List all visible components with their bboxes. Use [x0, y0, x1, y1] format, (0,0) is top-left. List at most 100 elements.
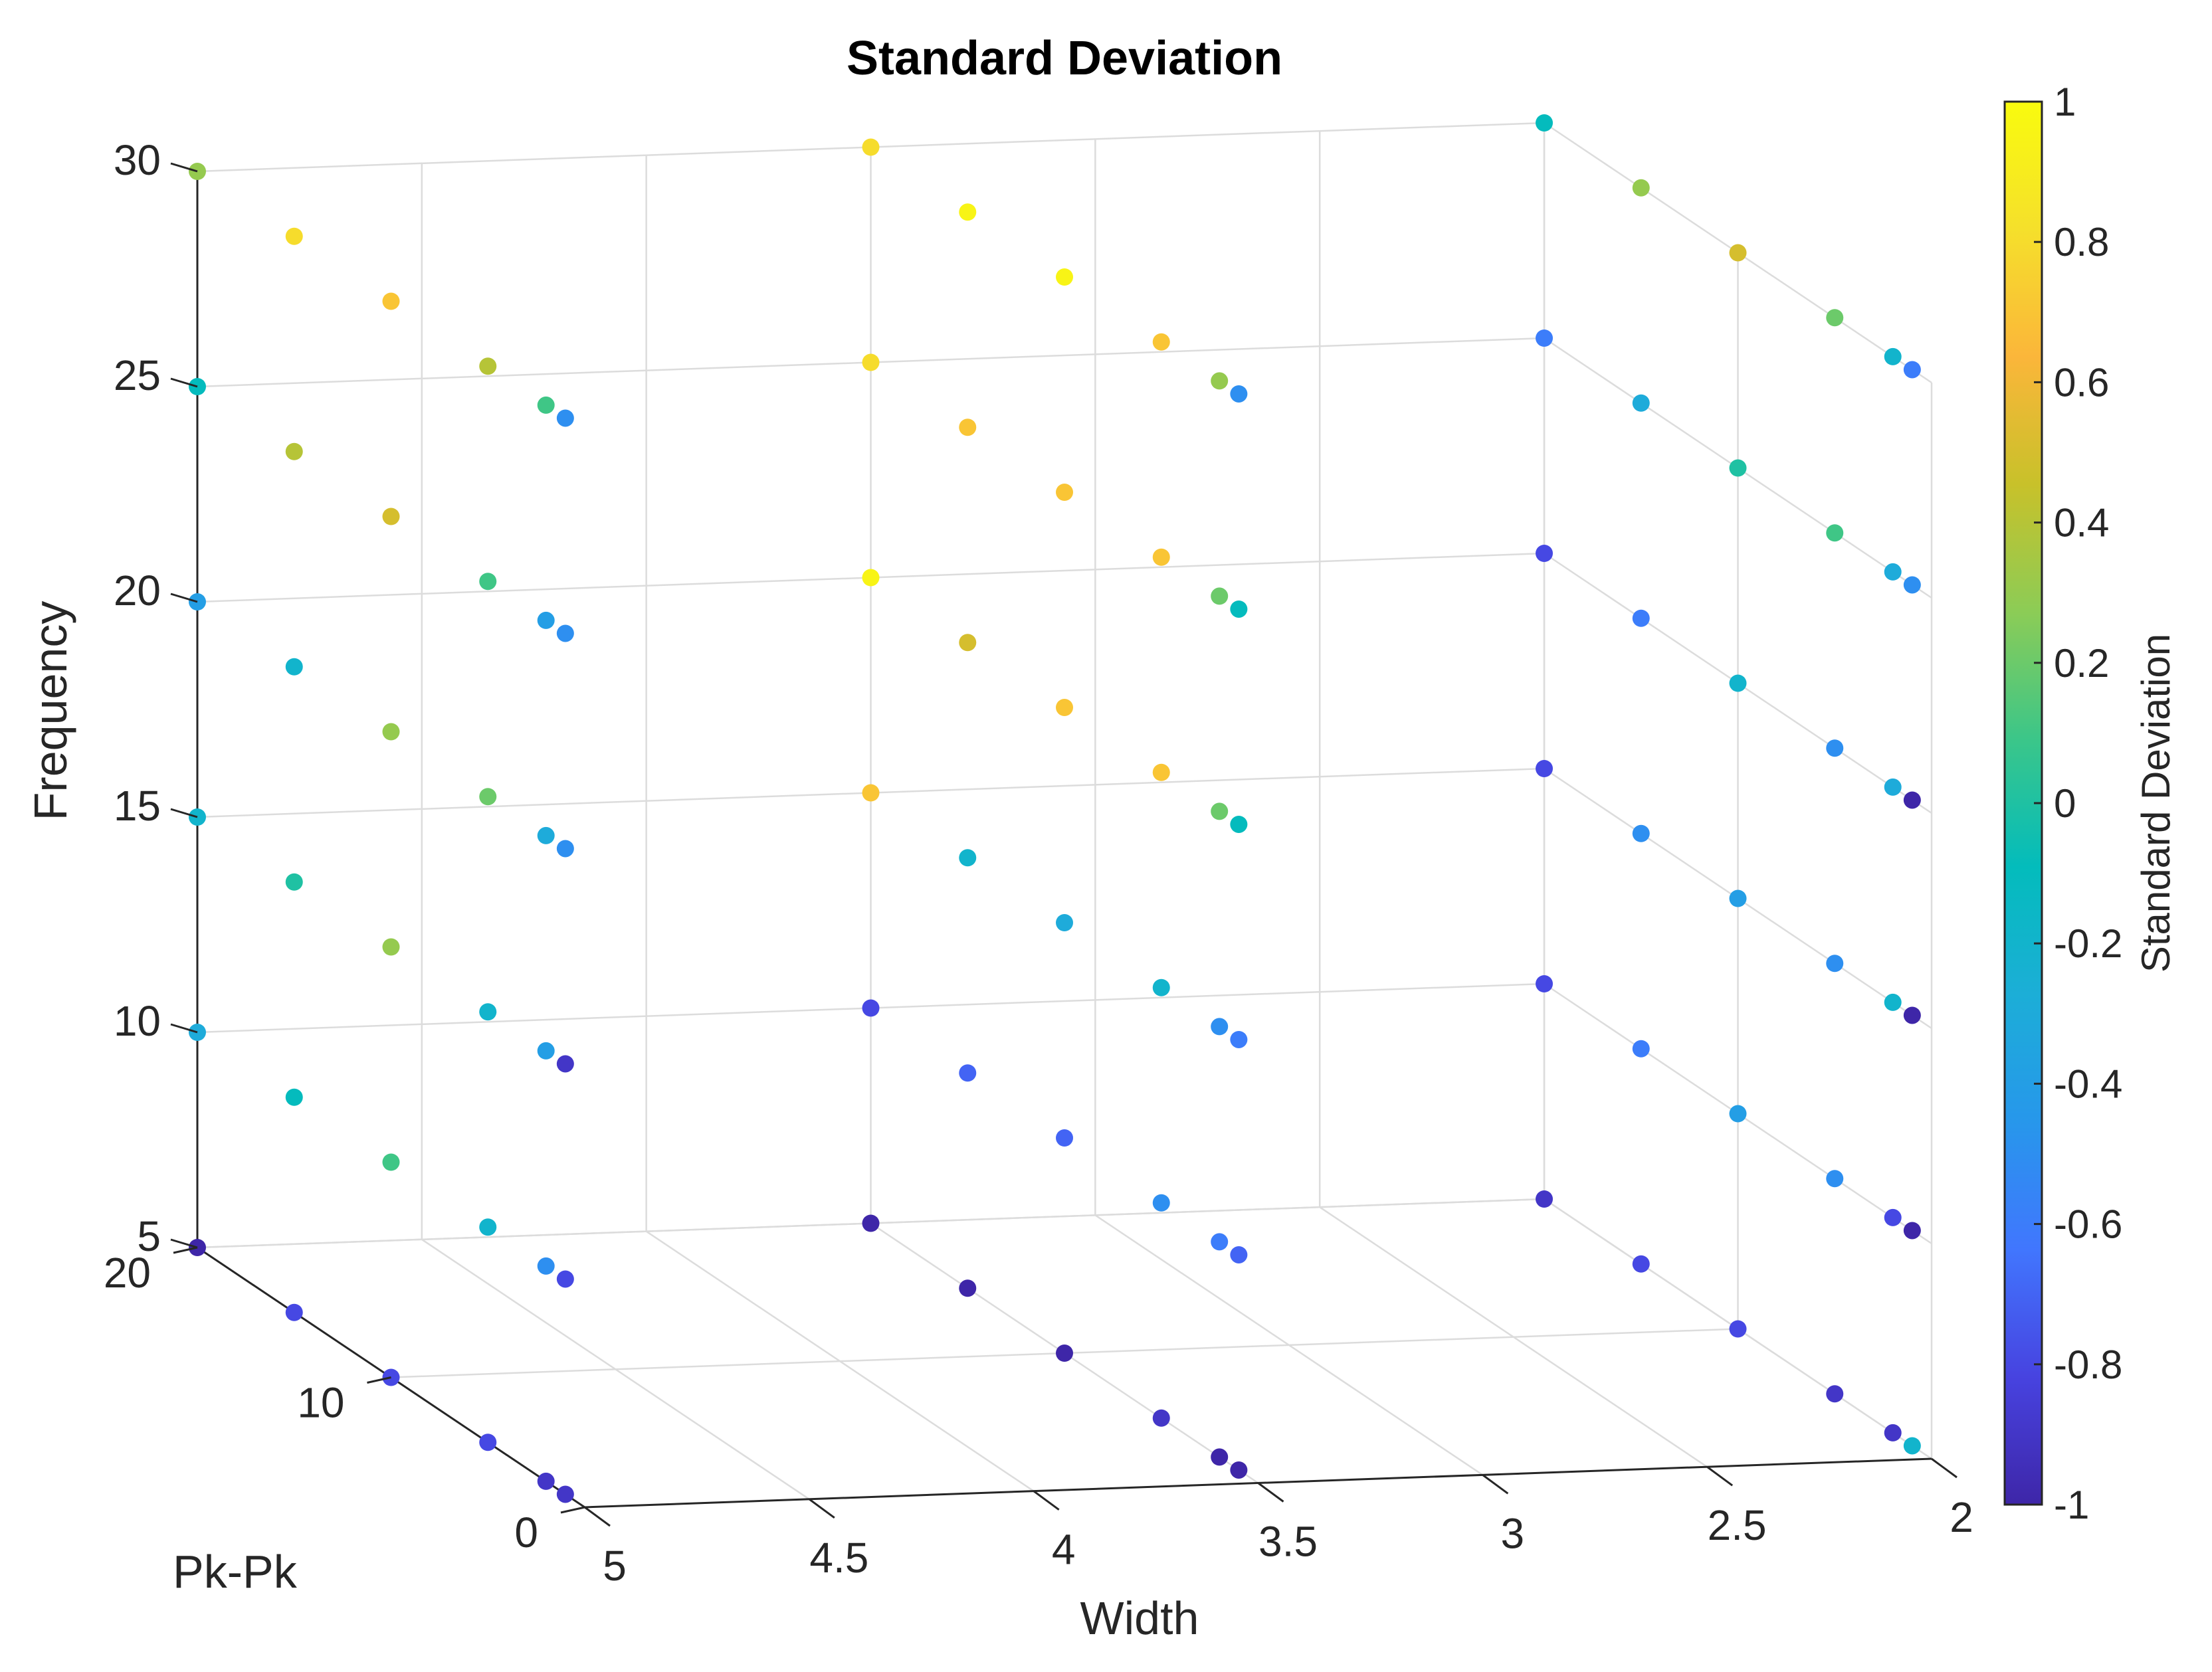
data-point-1-1-3	[1632, 609, 1650, 627]
data-point-0-3-1	[479, 1218, 497, 1236]
x-tick-mark-2	[1482, 1474, 1509, 1495]
data-point-2-3-1	[1152, 1194, 1170, 1212]
data-point-2-5-0	[1230, 1461, 1248, 1479]
data-point-1-3-4	[1826, 524, 1844, 542]
x-tick-label-2: 3	[1501, 1509, 1525, 1557]
data-point-2-5-5	[1230, 385, 1248, 403]
data-point-1-5-5	[1903, 361, 1921, 379]
data-point-2-1-1	[959, 1064, 977, 1082]
data-point-1-2-4	[1729, 459, 1747, 477]
data-point-1-5-0	[1903, 1437, 1921, 1455]
colorbar-tick-label-10: 1	[2054, 80, 2076, 124]
data-point-1-3-5	[1826, 309, 1844, 327]
data-point-0-5-1	[556, 1270, 574, 1288]
data-point-0-3-2	[479, 1003, 497, 1021]
data-point-2-4-5	[1211, 372, 1229, 390]
data-point-0-2-4	[382, 508, 400, 525]
z-tick-mark-3	[170, 593, 198, 603]
data-point-1-2-0	[1729, 1320, 1747, 1338]
data-point-0-4-2	[537, 1042, 555, 1060]
colorbar-tick-label-4: -0.2	[2054, 921, 2122, 966]
x-tick-mark-5	[808, 1498, 835, 1519]
data-point-2-2-4	[1056, 484, 1073, 501]
data-point-0-3-0	[479, 1434, 497, 1451]
data-point-2-5-2	[1230, 1030, 1248, 1048]
data-point-1-1-5	[1632, 179, 1650, 197]
data-point-1-0-3	[1536, 545, 1553, 562]
data-point-0-1-5	[285, 227, 303, 245]
data-point-0-4-4	[537, 611, 555, 629]
data-point-2-4-1	[1211, 1233, 1229, 1251]
x-tick-mark-6	[584, 1506, 611, 1527]
data-point-0-1-4	[285, 442, 303, 460]
data-point-2-3-2	[1152, 978, 1170, 996]
x-tick-label-1: 2.5	[1708, 1501, 1767, 1549]
y-tick-mark-0	[560, 1506, 585, 1514]
data-point-1-0-2	[1536, 760, 1553, 777]
data-point-1-2-3	[1729, 674, 1747, 692]
data-point-1-0-0	[1536, 1190, 1553, 1208]
data-point-2-4-4	[1211, 587, 1229, 605]
data-point-1-2-5	[1729, 244, 1747, 262]
data-point-1-4-4	[1884, 563, 1902, 581]
colorbar-tick-label-5: 0	[2054, 781, 2076, 826]
data-point-1-0-4	[1536, 329, 1553, 347]
grid-layer	[196, 122, 1933, 1509]
x-tick-mark-1	[1706, 1465, 1734, 1487]
z-tick-mark-1	[170, 1023, 198, 1034]
x-axis-label: Width	[1080, 1592, 1199, 1644]
x-tick-label-6: 5	[603, 1542, 627, 1590]
data-point-0-1-1	[285, 1088, 303, 1106]
colorbar-tick-label-8: 0.6	[2054, 360, 2109, 405]
data-point-0-5-0	[556, 1485, 574, 1503]
z-tick-mark-2	[170, 808, 198, 818]
z-tick-label-1: 10	[114, 997, 161, 1045]
data-point-1-1-4	[1632, 394, 1650, 412]
data-point-2-1-2	[959, 849, 977, 867]
data-point-2-1-0	[959, 1279, 977, 1297]
data-point-0-5-4	[556, 624, 574, 642]
data-point-2-2-0	[1056, 1345, 1073, 1362]
z-tick-mark-4	[170, 377, 198, 388]
data-point-2-2-2	[1056, 914, 1073, 931]
y-tick-mark-1	[367, 1376, 391, 1384]
z-tick-label-0: 5	[137, 1212, 161, 1260]
y-tick-mark-2	[173, 1246, 198, 1254]
data-point-2-3-3	[1152, 763, 1170, 781]
data-point-1-4-1	[1884, 1208, 1902, 1226]
data-point-2-2-3	[1056, 699, 1073, 716]
data-point-1-5-4	[1903, 576, 1921, 594]
colorbar: Standard Deviation -1 -0.8 -0.6 -0.4 -0.2 0 0.…	[2003, 80, 2178, 1527]
x-tick-label-5: 4.5	[809, 1534, 868, 1582]
data-point-1-2-2	[1729, 889, 1747, 907]
colorbar-tick-label-0: -1	[2054, 1483, 2089, 1527]
y-tick-label-0: 0	[514, 1509, 538, 1556]
data-point-0-2-2	[382, 938, 400, 956]
data-point-1-0-1	[1536, 975, 1553, 992]
data-point-2-3-4	[1152, 548, 1170, 566]
data-point-2-0-0	[862, 1214, 880, 1232]
points-layer	[189, 114, 1921, 1503]
y-tick-label-1: 10	[297, 1379, 344, 1427]
data-point-1-3-1	[1826, 1170, 1844, 1188]
data-point-1-1-0	[1632, 1255, 1650, 1273]
data-point-0-1-3	[285, 658, 303, 676]
data-point-1-5-3	[1903, 791, 1921, 809]
data-point-1-0-5	[1536, 114, 1553, 132]
colorbar-tick-label-3: -0.4	[2054, 1062, 2122, 1106]
data-point-2-0-1	[862, 999, 880, 1017]
colorbar-tick-label-1: -0.8	[2054, 1343, 2122, 1387]
x-tick-label-4: 4	[1052, 1526, 1076, 1574]
data-point-0-3-5	[479, 357, 497, 375]
data-point-2-3-5	[1152, 333, 1170, 351]
data-point-2-0-4	[862, 353, 880, 371]
data-point-1-3-2	[1826, 955, 1844, 973]
data-point-2-5-3	[1230, 815, 1248, 833]
z-tick-mark-5	[170, 162, 198, 173]
data-point-2-5-1	[1230, 1246, 1248, 1263]
data-point-2-1-5	[959, 203, 977, 221]
data-point-1-4-5	[1884, 347, 1902, 365]
colorbar-label: Standard Deviation	[2134, 634, 2178, 973]
z-tick-mark-0	[170, 1238, 198, 1249]
